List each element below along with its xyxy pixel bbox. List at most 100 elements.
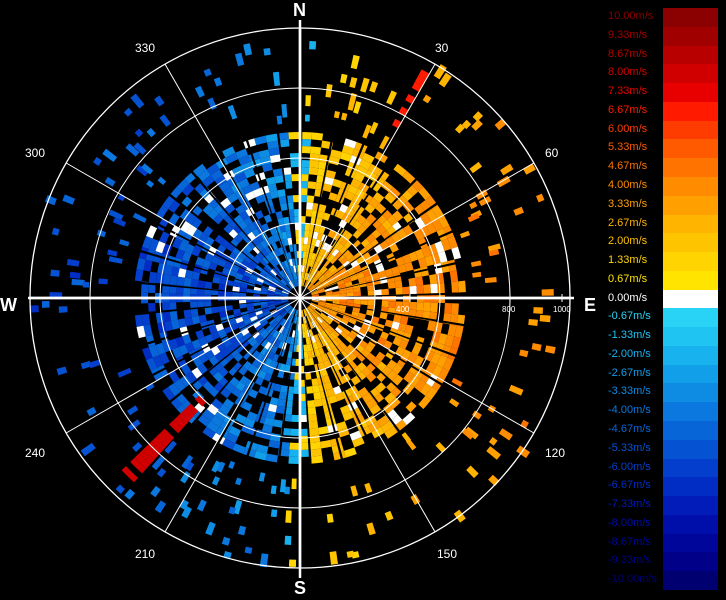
radar-bin xyxy=(318,302,326,307)
radar-bin xyxy=(257,336,266,345)
radar-bin xyxy=(226,279,235,287)
radar-bin xyxy=(327,324,335,332)
radar-bin xyxy=(324,381,333,391)
radar-bin xyxy=(393,163,407,177)
radar-bin xyxy=(262,256,270,265)
radar-bin xyxy=(374,289,382,296)
radar-bin xyxy=(373,175,386,187)
radar-bin xyxy=(251,331,260,339)
radar-bin xyxy=(331,339,340,348)
radar-bin xyxy=(358,276,366,284)
radar-bin xyxy=(107,249,118,257)
radar-bin xyxy=(322,320,330,327)
legend-row: -9.33m/s xyxy=(606,552,718,572)
radar-bin xyxy=(308,306,315,312)
radar-bin xyxy=(146,225,158,239)
radar-bin xyxy=(352,324,362,332)
radar-bin xyxy=(347,184,359,195)
radar-bin xyxy=(162,302,170,313)
radar-bin xyxy=(228,228,239,239)
radar-bin xyxy=(290,337,295,345)
radar-bin xyxy=(237,336,247,345)
radar-bin xyxy=(257,251,266,260)
radar-bin xyxy=(366,233,376,244)
radar-bin xyxy=(69,271,81,279)
radar-bin xyxy=(277,398,286,407)
radar-bin xyxy=(307,399,316,408)
radar-bin xyxy=(310,441,322,450)
radar-bin xyxy=(278,340,284,349)
radar-bin xyxy=(274,301,282,305)
radar-bin xyxy=(257,326,266,335)
radar-bin xyxy=(277,139,290,148)
radar-bin xyxy=(401,349,412,360)
radar-bin xyxy=(381,300,389,308)
radar-bin xyxy=(309,153,321,162)
radar-bin xyxy=(536,193,545,203)
radar-bin xyxy=(318,204,327,213)
radar-bin xyxy=(431,364,443,378)
radar-bin xyxy=(384,392,396,404)
radar-bin xyxy=(498,428,513,441)
radar-bin xyxy=(288,258,294,267)
radar-bin xyxy=(302,330,306,338)
radar-bin xyxy=(488,248,500,257)
radar-bin xyxy=(196,499,207,512)
radar-bin xyxy=(366,213,377,224)
radar-bin xyxy=(181,183,195,197)
radar-bin xyxy=(188,168,300,298)
legend-swatch xyxy=(663,8,718,27)
radar-bin xyxy=(130,298,300,316)
radar-bin xyxy=(136,325,146,339)
radar-bin xyxy=(220,197,232,209)
radar-bin xyxy=(388,397,401,410)
radar-bin xyxy=(183,277,192,287)
radar-bin xyxy=(402,301,410,310)
radar-bin xyxy=(300,292,470,298)
radar-bin xyxy=(357,224,367,234)
radar-bin xyxy=(322,183,333,193)
radar-bin xyxy=(268,285,276,290)
radar-bin xyxy=(417,257,428,269)
radar-bin xyxy=(234,52,245,67)
radar-bin xyxy=(285,357,292,366)
radar-bin xyxy=(325,292,333,296)
radar-bin xyxy=(288,132,300,140)
radar-bin xyxy=(272,234,280,243)
radar-bin xyxy=(366,522,376,536)
radar-bin xyxy=(262,280,271,286)
radar-bin xyxy=(466,465,479,479)
radar-bin xyxy=(281,231,288,240)
radar-bin xyxy=(314,280,321,287)
legend-swatch xyxy=(663,439,718,459)
legend-row: -2.00m/s xyxy=(606,345,718,365)
radar-bin xyxy=(414,367,426,380)
radar-bin xyxy=(319,275,327,282)
radar-bin xyxy=(342,260,351,268)
radar-bin xyxy=(308,284,315,290)
radar-bin xyxy=(261,364,270,373)
radar-bin xyxy=(311,290,319,295)
radar-bin xyxy=(278,308,286,315)
legend-swatch xyxy=(663,477,718,497)
radar-bin xyxy=(202,175,215,187)
radar-bin xyxy=(269,397,279,406)
radar-bin xyxy=(276,115,283,125)
radar-bin xyxy=(311,378,319,387)
radar-bin xyxy=(219,278,228,285)
radar-bin xyxy=(279,309,286,316)
radar-bin xyxy=(277,370,285,379)
legend-label: -4.00m/s xyxy=(608,404,651,417)
radar-bin xyxy=(224,382,236,393)
radar-bin xyxy=(223,262,233,270)
radar-bin xyxy=(324,176,335,186)
radar-bin xyxy=(272,277,280,284)
radar-bin xyxy=(263,372,272,382)
radar-bin xyxy=(386,370,398,381)
radar-bin xyxy=(358,327,368,336)
radar-bin xyxy=(235,316,244,324)
radar-bin xyxy=(369,180,382,193)
legend-row: -6.67m/s xyxy=(606,477,718,497)
azimuth-spoke xyxy=(164,297,301,533)
radar-bin xyxy=(160,428,175,443)
